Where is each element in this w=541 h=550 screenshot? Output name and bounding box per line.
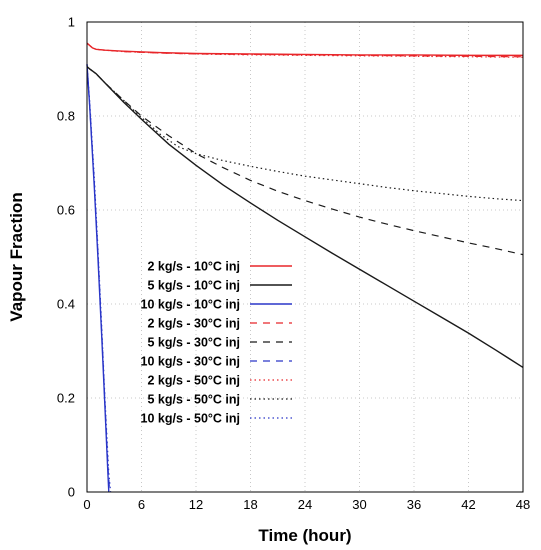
y-tick-label: 0.2: [57, 391, 75, 406]
x-tick-label: 36: [407, 497, 421, 512]
legend-label: 2 kg/s - 30°C inj: [147, 317, 240, 331]
x-tick-label: 42: [461, 497, 475, 512]
legend-label: 10 kg/s - 50°C inj: [141, 412, 240, 426]
legend-label: 10 kg/s - 30°C inj: [141, 355, 240, 369]
plot-frame: [86, 21, 524, 493]
y-tick-label: 0: [68, 485, 75, 500]
x-tick-label: 48: [516, 497, 530, 512]
legend: 2 kg/s - 10°C inj 5 kg/s - 10°C inj 10 kg/…: [141, 260, 292, 426]
legend-label: 5 kg/s - 50°C inj: [147, 393, 240, 407]
x-tick-label: 0: [83, 497, 90, 512]
series-line: [86, 42, 523, 57]
grid-lines: [87, 22, 523, 492]
y-tick-label: 1: [68, 15, 75, 30]
legend-label: 5 kg/s - 30°C inj: [147, 336, 240, 350]
y-tick-label: 0.6: [57, 203, 75, 218]
legend-label: 10 kg/s - 10°C inj: [141, 298, 240, 312]
legend-label: 2 kg/s - 10°C inj: [147, 260, 240, 274]
tick-labels: 0 6 12 18 24 30 36 42 48 0 0.2 0.4 0.6 0.8 1: [57, 15, 530, 513]
x-tick-label: 12: [189, 497, 203, 512]
y-axis-title: Vapour Fraction: [7, 192, 26, 321]
series-line: [86, 42, 524, 58]
series-line: [86, 64, 110, 493]
series-line: [86, 66, 524, 256]
y-tick-label: 0.4: [57, 297, 75, 312]
series-line: [86, 64, 112, 493]
legend-label: 2 kg/s - 50°C inj: [147, 374, 240, 388]
y-tick-label: 0.8: [57, 109, 75, 124]
x-tick-label: 24: [298, 497, 312, 512]
legend-label: 5 kg/s - 10°C inj: [147, 279, 240, 293]
x-axis-title: Time (hour): [258, 526, 351, 545]
series-lines: [86, 42, 524, 493]
x-tick-label: 18: [243, 497, 257, 512]
series-line: [86, 42, 524, 58]
x-tick-label: 6: [138, 497, 145, 512]
x-tick-label: 30: [352, 497, 366, 512]
